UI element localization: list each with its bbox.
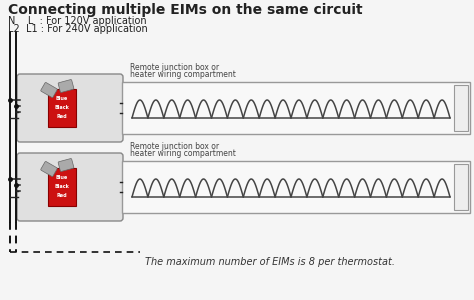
Text: Black: Black — [55, 184, 69, 189]
Text: Red: Red — [57, 193, 67, 198]
Text: Remote junction box or: Remote junction box or — [130, 142, 219, 151]
Text: Red: Red — [57, 114, 67, 119]
Text: L2  L1 : For 240V application: L2 L1 : For 240V application — [8, 24, 148, 34]
Text: heater wiring compartment: heater wiring compartment — [130, 70, 236, 79]
Bar — [48, 89, 76, 127]
Text: N    L  : For 120V application: N L : For 120V application — [8, 16, 146, 26]
Bar — [454, 85, 468, 131]
FancyBboxPatch shape — [58, 80, 74, 92]
Text: Connecting multiple EIMs on the same circuit: Connecting multiple EIMs on the same cir… — [8, 3, 363, 17]
Bar — [48, 168, 76, 206]
FancyBboxPatch shape — [17, 153, 123, 221]
FancyBboxPatch shape — [17, 74, 123, 142]
Bar — [454, 164, 468, 210]
Text: The maximum number of EIMs is 8 per thermostat.: The maximum number of EIMs is 8 per ther… — [145, 257, 395, 267]
FancyBboxPatch shape — [41, 161, 57, 176]
FancyBboxPatch shape — [41, 82, 57, 98]
Text: Black: Black — [55, 105, 69, 110]
Bar — [122, 161, 470, 213]
Text: Blue: Blue — [56, 96, 68, 100]
Bar — [122, 82, 470, 134]
Text: Blue: Blue — [56, 175, 68, 180]
Text: heater wiring compartment: heater wiring compartment — [130, 149, 236, 158]
Text: Remote junction box or: Remote junction box or — [130, 63, 219, 72]
FancyBboxPatch shape — [58, 159, 74, 171]
